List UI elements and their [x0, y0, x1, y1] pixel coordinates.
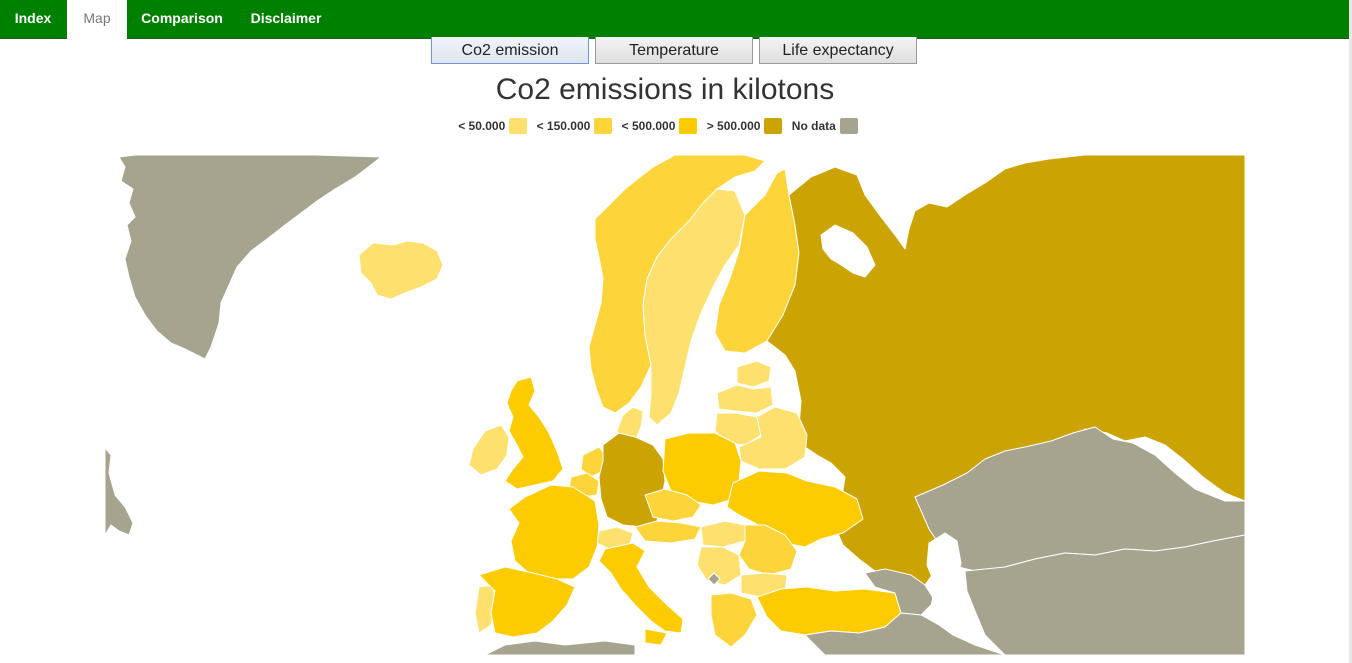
legend-item: < 150.000 — [537, 118, 613, 134]
region-ireland[interactable] — [468, 424, 510, 476]
region-italy-sicily[interactable] — [644, 628, 668, 646]
legend-label: < 150.000 — [536, 119, 591, 133]
legend-item: > 500.000 — [707, 118, 783, 134]
legend-label: < 50.000 — [458, 119, 506, 133]
region-ukraine[interactable] — [726, 470, 864, 548]
region-belarus[interactable] — [738, 406, 808, 470]
legend-swatch — [764, 118, 783, 134]
top-navbar: Index Map Comparison Disclaimer — [0, 0, 1349, 40]
region-latvia[interactable] — [716, 384, 774, 414]
region-united-kingdom[interactable] — [504, 376, 564, 490]
legend-item: No data — [792, 118, 858, 134]
region-serbia[interactable] — [696, 546, 742, 586]
legend-item: < 500.000 — [622, 118, 698, 134]
region-greece[interactable] — [710, 592, 758, 648]
region-spain[interactable] — [478, 566, 576, 638]
region-north-africa[interactable] — [484, 640, 636, 655]
legend-swatch — [594, 118, 613, 134]
choropleth-map[interactable] — [105, 155, 1245, 655]
legend-swatch — [679, 118, 698, 134]
dataset-tabs: Co2 emission Temperature Life expectancy — [0, 37, 1352, 65]
legend-swatch — [509, 118, 528, 134]
nav-item-index[interactable]: Index — [14, 10, 52, 26]
region-middle-east[interactable] — [804, 612, 1006, 655]
region-white-sea — [820, 224, 876, 278]
map-title: Co2 emissions in kilotons — [495, 73, 835, 106]
nav-item-disclaimer[interactable]: Disclaimer — [250, 10, 322, 26]
tab-co2-emission[interactable]: Co2 emission — [431, 37, 589, 64]
region-sweden[interactable] — [642, 188, 746, 426]
region-france[interactable] — [508, 484, 600, 580]
region-estonia[interactable] — [736, 360, 772, 388]
region-kosovo[interactable] — [707, 572, 721, 586]
legend-label: No data — [791, 119, 836, 133]
legend-item: < 50.000 — [458, 118, 528, 134]
region-caucasus[interactable] — [864, 568, 936, 616]
legend-label: > 500.000 — [706, 119, 761, 133]
tab-temperature[interactable]: Temperature — [595, 37, 753, 64]
region-italy[interactable] — [598, 542, 684, 634]
legend-swatch — [839, 118, 858, 134]
nav-item-comparison[interactable]: Comparison — [141, 10, 223, 26]
region-lithuania[interactable] — [714, 412, 762, 446]
region-iceland[interactable] — [358, 240, 444, 300]
region-caspian-sea — [926, 532, 966, 636]
region-romania[interactable] — [738, 524, 798, 576]
page-scrollbar[interactable] — [1349, 0, 1352, 663]
region-austria[interactable] — [634, 520, 702, 544]
region-czech-republic[interactable] — [644, 488, 702, 522]
map-svg[interactable] — [105, 155, 1245, 655]
legend-label: < 500.000 — [621, 119, 676, 133]
region-hungary[interactable] — [700, 520, 746, 548]
tab-life-expectancy[interactable]: Life expectancy — [759, 37, 917, 64]
region-canada[interactable] — [105, 447, 134, 536]
nav-item-map[interactable]: Map — [67, 0, 127, 40]
map-legend: < 50.000 < 150.000 < 500.000 > 500.000 N… — [0, 118, 1322, 134]
region-central-asia[interactable] — [964, 534, 1245, 655]
region-greenland[interactable] — [118, 155, 382, 360]
